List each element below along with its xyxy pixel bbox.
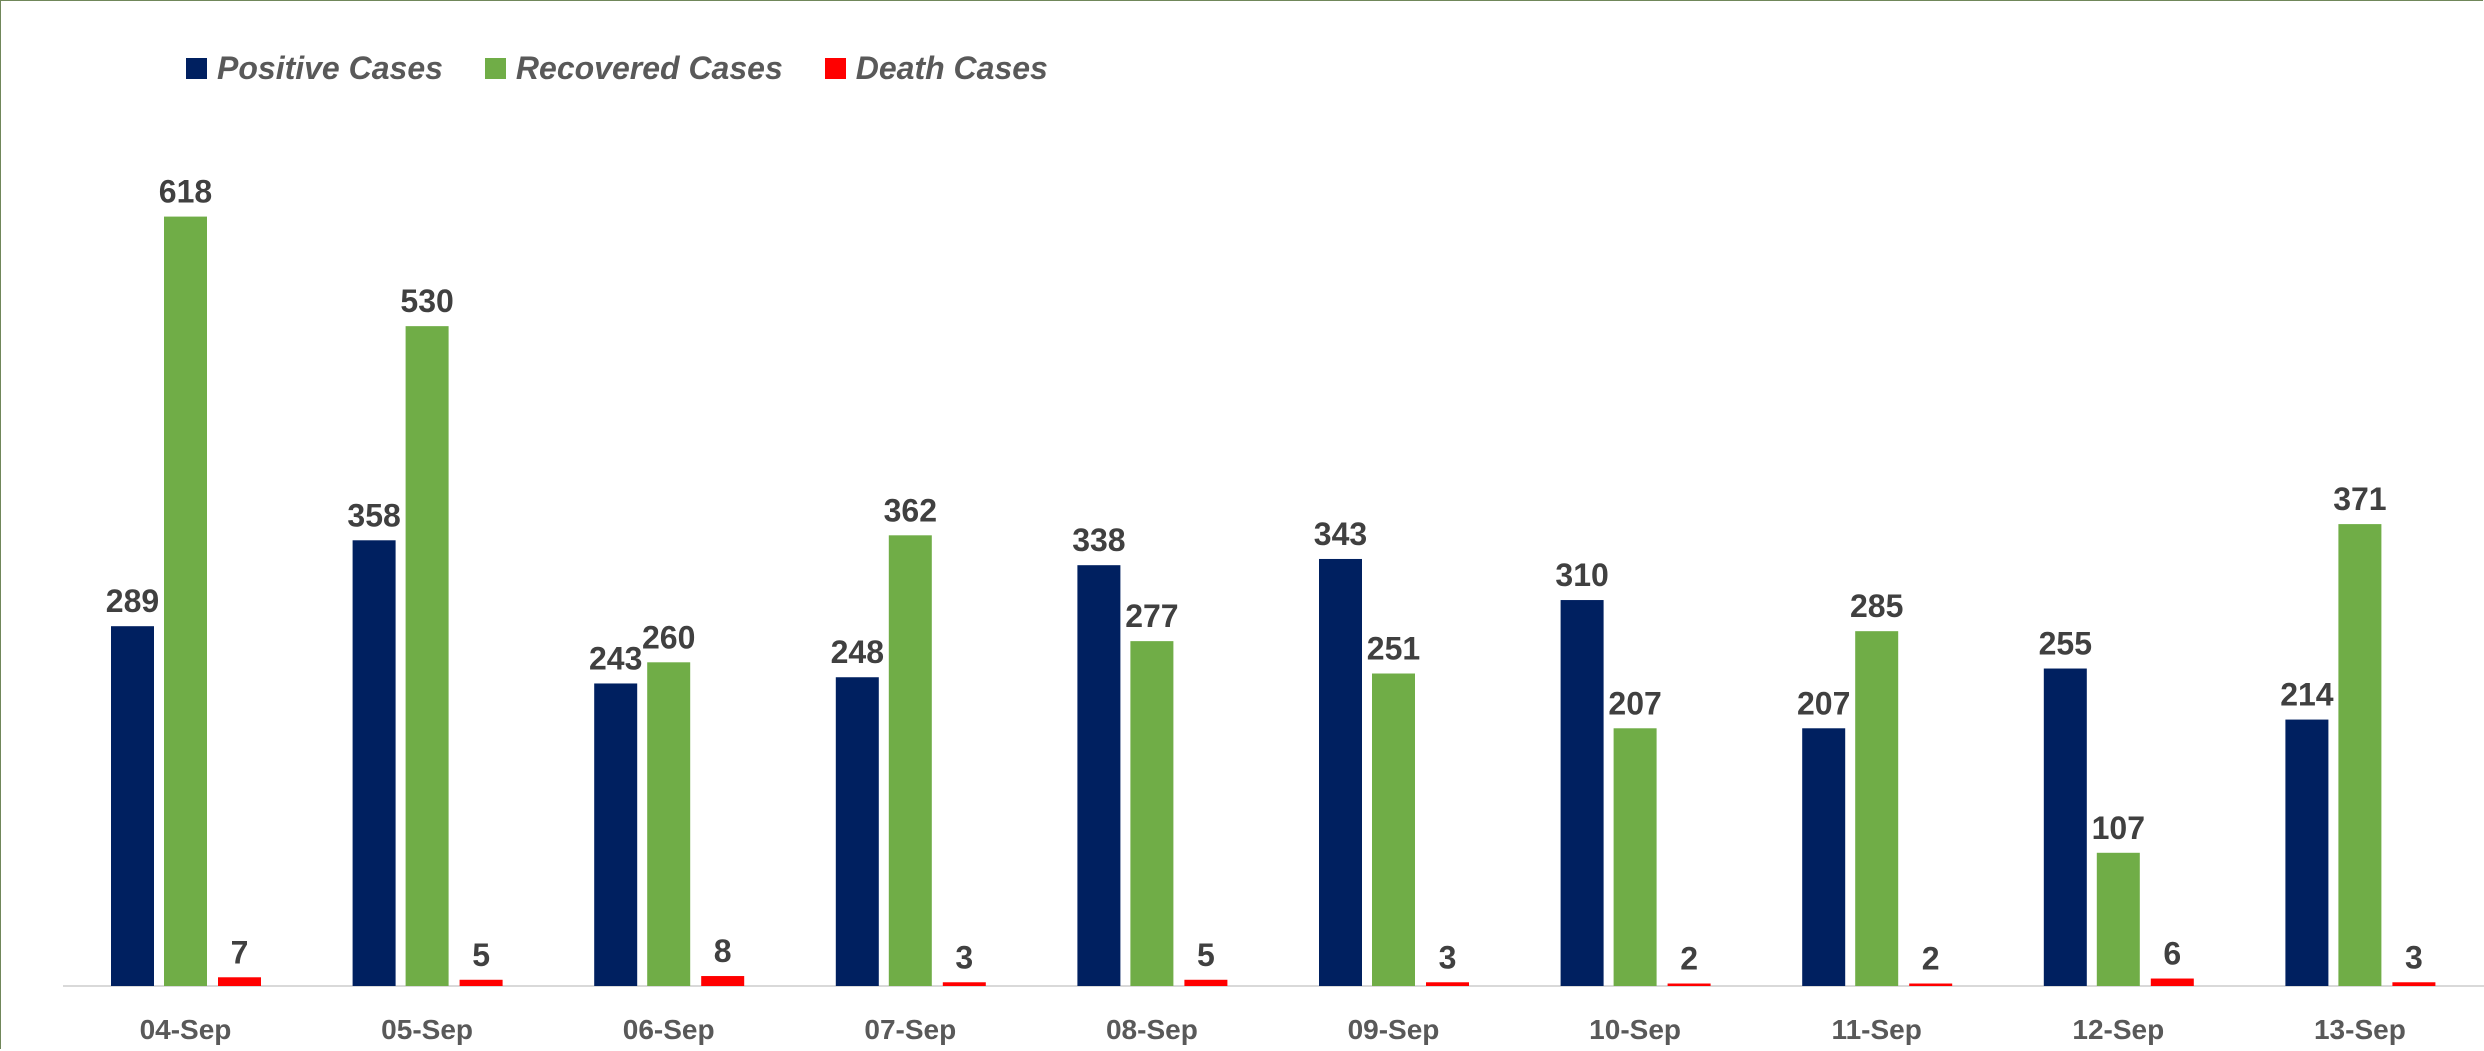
data-label-death-cases-07-sep: 3 (955, 939, 973, 975)
data-label-death-cases-11-sep: 2 (1922, 941, 1940, 977)
legend: Positive Cases Recovered Cases Death Cas… (186, 46, 1090, 90)
bar-death-cases-05-sep (459, 979, 503, 986)
data-label-positive-cases-12-sep: 255 (2039, 626, 2092, 662)
legend-swatch-death (824, 57, 846, 79)
bar-positive-cases-07-sep (835, 677, 879, 986)
x-tick-label-08-sep: 08-Sep (1106, 1014, 1198, 1045)
bar-death-cases-06-sep (701, 976, 745, 986)
bar-recovered-cases-08-sep (1130, 641, 1174, 986)
bar-death-cases-08-sep (1184, 979, 1228, 986)
data-label-positive-cases-11-sep: 207 (1797, 685, 1850, 721)
data-label-positive-cases-08-sep: 338 (1072, 522, 1125, 558)
bar-death-cases-07-sep (942, 982, 986, 986)
data-label-recovered-cases-13-sep: 371 (2333, 481, 2386, 517)
data-label-death-cases-08-sep: 5 (1197, 937, 1215, 973)
data-label-recovered-cases-04-sep: 618 (159, 174, 212, 210)
bar-death-cases-12-sep (2150, 978, 2194, 986)
bar-recovered-cases-07-sep (888, 535, 932, 986)
bar-recovered-cases-13-sep (2338, 524, 2382, 986)
bar-positive-cases-13-sep (2285, 719, 2329, 986)
data-label-death-cases-06-sep: 8 (714, 933, 732, 969)
data-label-positive-cases-09-sep: 343 (1314, 516, 1367, 552)
x-tick-label-13-sep: 13-Sep (2314, 1014, 2406, 1045)
data-label-positive-cases-10-sep: 310 (1555, 557, 1608, 593)
data-label-death-cases-04-sep: 7 (231, 934, 249, 970)
x-tick-label-12-sep: 12-Sep (2072, 1014, 2164, 1045)
data-label-recovered-cases-10-sep: 207 (1608, 685, 1661, 721)
bar-positive-cases-12-sep (2043, 668, 2087, 986)
data-label-recovered-cases-05-sep: 530 (400, 283, 453, 319)
data-label-recovered-cases-11-sep: 285 (1850, 588, 1903, 624)
bar-recovered-cases-05-sep (405, 326, 449, 986)
data-label-death-cases-05-sep: 5 (472, 937, 490, 973)
bar-death-cases-13-sep (2392, 982, 2436, 986)
bar-recovered-cases-11-sep (1855, 631, 1899, 986)
bar-recovered-cases-04-sep (164, 216, 207, 987)
bar-death-cases-04-sep (218, 977, 261, 986)
data-label-positive-cases-04-sep: 289 (106, 583, 159, 619)
data-label-positive-cases-13-sep: 214 (2280, 677, 2334, 713)
data-label-recovered-cases-09-sep: 251 (1367, 631, 1420, 667)
bar-recovered-cases-06-sep (647, 662, 691, 986)
bar-recovered-cases-12-sep (2096, 852, 2140, 986)
legend-item-positive: Positive Cases (186, 50, 443, 87)
legend-label-death: Death Cases (855, 49, 1048, 86)
bar-positive-cases-08-sep (1077, 565, 1121, 986)
legend-swatch-recovered (484, 57, 506, 79)
bar-death-cases-10-sep (1667, 983, 1711, 986)
x-tick-label-05-sep: 05-Sep (381, 1014, 473, 1045)
data-label-recovered-cases-07-sep: 362 (884, 492, 937, 528)
data-label-death-cases-12-sep: 6 (2163, 936, 2181, 972)
legend-label-positive: Positive Cases (217, 49, 443, 86)
x-tick-label-04-sep: 04-Sep (140, 1014, 232, 1045)
data-label-recovered-cases-08-sep: 277 (1125, 598, 1178, 634)
x-tick-label-11-sep: 11-Sep (1832, 1014, 1922, 1045)
x-tick-label-09-sep: 09-Sep (1348, 1014, 1440, 1045)
data-label-recovered-cases-12-sep: 107 (2092, 810, 2145, 846)
bar-positive-cases-10-sep (1560, 600, 1604, 986)
bar-recovered-cases-09-sep (1372, 673, 1415, 986)
data-label-positive-cases-05-sep: 358 (347, 497, 400, 533)
data-label-positive-cases-06-sep: 243 (589, 640, 642, 676)
bar-death-cases-11-sep (1909, 983, 1953, 986)
legend-label-recovered: Recovered Cases (515, 49, 783, 86)
bar-death-cases-09-sep (1426, 982, 1469, 986)
x-tick-label-10-sep: 10-Sep (1589, 1014, 1681, 1045)
legend-item-recovered: Recovered Cases (484, 49, 783, 87)
data-label-death-cases-13-sep: 3 (2405, 939, 2423, 975)
data-label-death-cases-09-sep: 3 (1439, 939, 1457, 975)
bar-positive-cases-11-sep (1802, 728, 1846, 986)
bar-positive-cases-04-sep (111, 626, 154, 986)
legend-item-death: Death Cases (824, 49, 1048, 87)
data-label-recovered-cases-06-sep: 260 (642, 619, 695, 655)
data-label-positive-cases-07-sep: 248 (831, 634, 884, 670)
bar-positive-cases-05-sep (352, 540, 396, 986)
bar-recovered-cases-10-sep (1613, 728, 1657, 986)
data-label-death-cases-10-sep: 2 (1680, 941, 1698, 977)
bar-positive-cases-09-sep (1319, 558, 1362, 986)
x-tick-label-07-sep: 07-Sep (864, 1014, 956, 1045)
legend-swatch-positive (186, 57, 207, 79)
x-tick-label-06-sep: 06-Sep (623, 1014, 715, 1045)
bar-positive-cases-06-sep (594, 683, 638, 986)
